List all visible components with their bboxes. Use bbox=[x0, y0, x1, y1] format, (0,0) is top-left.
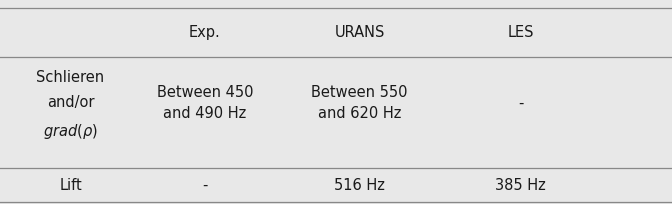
Text: 516 Hz: 516 Hz bbox=[334, 178, 385, 193]
Text: and/or: and/or bbox=[47, 94, 94, 110]
Text: Exp.: Exp. bbox=[189, 25, 221, 40]
Text: Lift: Lift bbox=[59, 178, 82, 193]
Text: Between 550
and 620 Hz: Between 550 and 620 Hz bbox=[311, 85, 408, 121]
Text: LES: LES bbox=[507, 25, 534, 40]
Text: Schlieren: Schlieren bbox=[36, 70, 105, 85]
Text: -: - bbox=[518, 95, 523, 111]
Text: URANS: URANS bbox=[335, 25, 384, 40]
Text: Between 450
and 490 Hz: Between 450 and 490 Hz bbox=[157, 85, 253, 121]
Text: -: - bbox=[202, 178, 208, 193]
Text: $\mathit{grad}(\rho)$: $\mathit{grad}(\rho)$ bbox=[43, 122, 98, 141]
Text: 385 Hz: 385 Hz bbox=[495, 178, 546, 193]
